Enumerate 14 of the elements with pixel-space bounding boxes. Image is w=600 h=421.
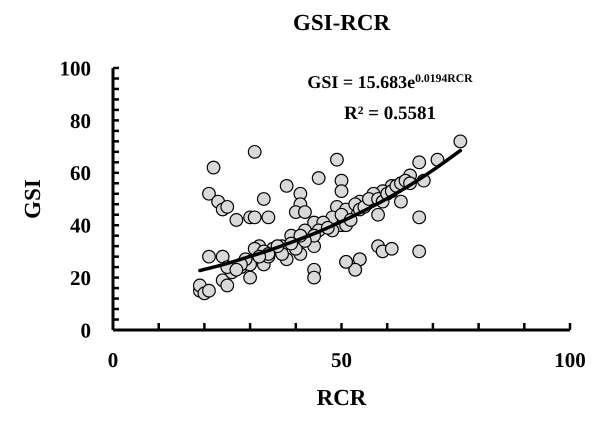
y-tick-label: 20: [70, 266, 91, 290]
x-tick-label: 0: [108, 348, 118, 372]
y-tick-label: 100: [60, 56, 91, 80]
y-tick-label: 40: [70, 214, 91, 238]
annotation: GSI = 15.683e$^{0.0194RCR}$: [307, 72, 474, 92]
chart-title: GSI-RCR: [292, 10, 390, 35]
x-tick-label: 50: [331, 348, 352, 372]
y-tick-label: 60: [70, 161, 91, 186]
y-axis-title: GSI: [20, 179, 45, 219]
x-axis-title: RCR: [316, 385, 367, 410]
x-tick-label: 100: [554, 348, 586, 372]
y-tick-label: 80: [70, 108, 91, 133]
annotation: R² = 0.5581: [344, 103, 436, 124]
y-tick-label: 0: [80, 318, 91, 342]
